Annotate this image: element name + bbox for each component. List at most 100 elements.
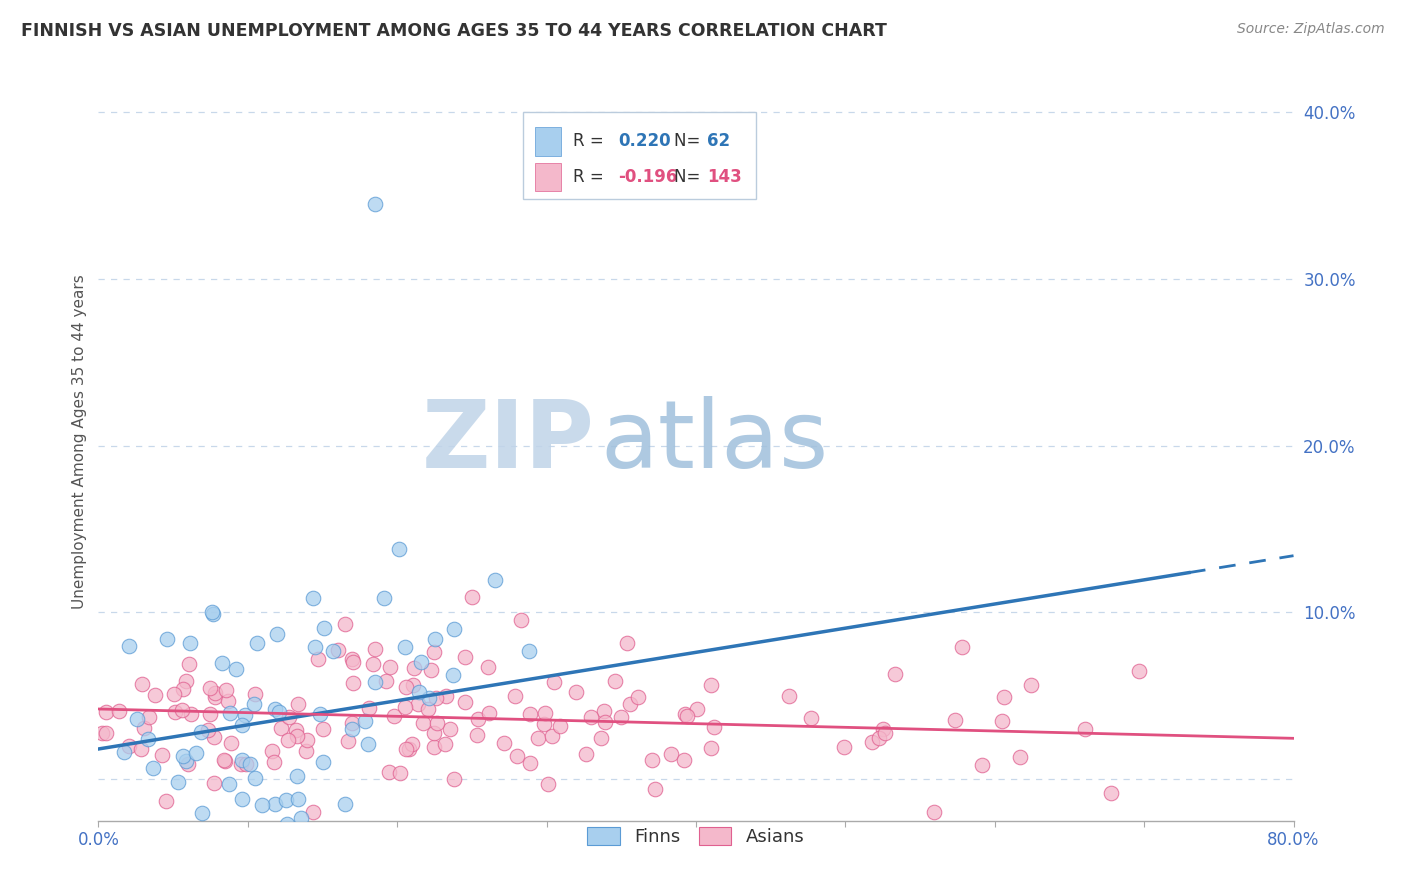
Point [142,761,165,775]
Point [112,745,135,759]
Point [644,781,666,796]
Point [143,689,166,703]
Point [201,607,224,621]
Point [419,663,441,677]
Point [883,667,905,681]
Point [312,755,335,769]
Point [243,771,266,785]
Point [211,656,233,670]
Point [619,697,641,711]
Point [610,710,633,724]
Point [172,749,194,764]
Point [198,681,221,695]
Point [860,735,883,749]
Point [401,737,423,751]
Point [395,680,418,694]
Point [138,710,160,724]
Point [172,703,194,717]
Point [357,737,380,751]
Point [541,729,564,743]
Point [533,706,555,720]
Point [277,709,299,723]
Point [423,632,446,647]
Point [434,737,457,751]
Point [591,731,613,746]
Point [1008,750,1031,764]
Point [408,685,430,699]
Point [700,678,723,692]
Point [264,702,287,716]
Point [163,687,186,701]
Point [295,744,318,758]
Point [676,709,699,723]
FancyBboxPatch shape [534,127,561,156]
FancyBboxPatch shape [534,162,561,191]
Point [465,729,488,743]
Point [264,797,287,812]
Point [204,686,226,700]
Point [243,687,266,701]
Point [1128,664,1150,678]
Point [378,765,401,780]
Point [443,772,465,786]
Point [336,734,359,748]
Point [260,743,283,757]
Point [219,706,242,720]
Point [172,682,194,697]
Point [186,746,208,760]
Point [394,640,416,654]
Point [477,660,499,674]
Point [354,714,377,728]
Point [202,731,225,745]
Point [290,811,312,825]
Point [439,723,461,737]
Point [263,756,285,770]
Point [375,674,398,689]
Point [993,690,1015,705]
Point [519,756,541,770]
Point [307,652,329,666]
Point [94,705,117,719]
Point [548,719,571,733]
Point [970,757,993,772]
Point [703,721,725,735]
Point [108,704,131,718]
Point [506,749,529,764]
Point [409,655,432,669]
Point [285,729,308,743]
Point [423,739,446,754]
Point [1099,786,1122,800]
Point [1019,677,1042,691]
Text: 0.220: 0.220 [619,132,671,150]
Point [378,660,401,674]
Point [94,726,117,740]
Point [603,674,626,689]
Point [231,717,253,731]
Point [322,644,344,658]
Point [543,674,565,689]
Point [443,622,465,636]
Point [285,723,308,737]
Point [461,590,484,604]
Point [359,700,381,714]
Point [179,636,201,650]
Point [190,805,212,820]
Point [287,791,309,805]
Point [700,740,723,755]
Point [333,617,356,632]
Text: 62: 62 [707,132,730,150]
Point [218,777,240,791]
Point [526,731,548,745]
Point [384,709,406,723]
Point [404,661,426,675]
Point [423,645,446,659]
Point [136,732,159,747]
Point [287,697,309,711]
Point [118,640,141,654]
Point [673,706,696,721]
Point [484,573,506,587]
Point [91,726,114,740]
Point [129,742,152,756]
Point [285,769,308,783]
FancyBboxPatch shape [523,112,756,199]
